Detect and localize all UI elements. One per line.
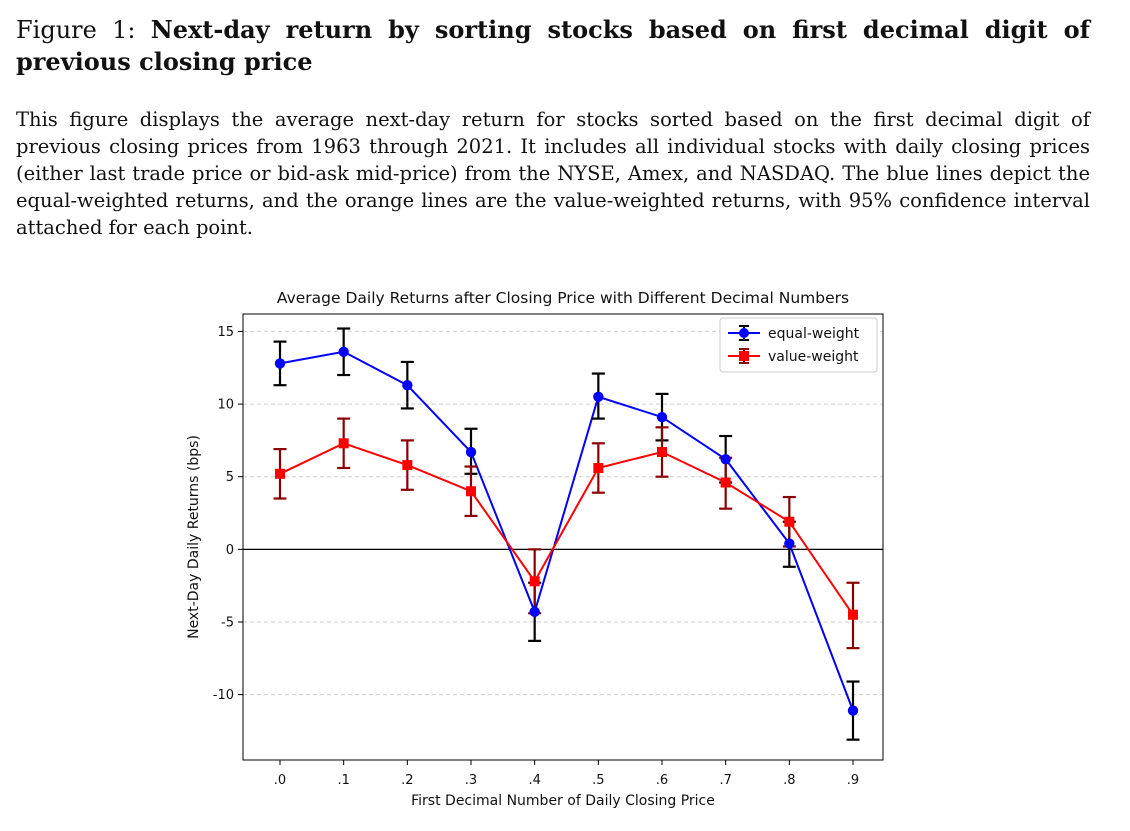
data-point-equal-weight [847, 705, 859, 716]
legend-label-value-weight: value-weight [768, 349, 859, 365]
x-tick-label: .7 [719, 773, 731, 788]
data-point-value-weight [275, 468, 285, 479]
x-axis-label: First Decimal Number of Daily Closing Pr… [411, 793, 715, 809]
data-point-value-weight [529, 576, 540, 587]
legend-marker-value-weight [739, 351, 749, 361]
legend-box [719, 317, 878, 373]
data-point-value-weight [338, 438, 349, 449]
x-tick-label: .3 [465, 773, 477, 788]
figure-title: Figure 1: Next-day return by sorting sto… [16, 14, 1090, 78]
data-point-value-weight [466, 486, 476, 497]
chart-title: Average Daily Returns after Closing Pric… [277, 289, 849, 307]
data-point-equal-weight [402, 379, 413, 391]
data-point-equal-weight [656, 411, 668, 423]
figure-title-text: Next-day return by sorting stocks based … [16, 15, 1090, 76]
legend-marker-equal-weight [739, 328, 749, 338]
y-tick-label: 5 [226, 470, 234, 485]
data-point-equal-weight [465, 446, 477, 458]
y-tick-label: 0 [226, 543, 234, 558]
series-line-equal-weight [279, 350, 854, 711]
data-point-equal-weight [784, 538, 795, 549]
x-tick-label: .6 [656, 773, 668, 788]
y-tick-label: -5 [221, 615, 234, 630]
plot-frame [242, 313, 884, 761]
figure-description: This figure displays the average next-da… [16, 108, 1090, 239]
data-point-equal-weight [274, 358, 286, 369]
y-tick-label: 15 [217, 325, 234, 340]
series-line-value-weight [279, 442, 854, 616]
data-point-value-weight [720, 477, 731, 488]
data-point-value-weight [593, 462, 604, 473]
data-point-equal-weight [529, 606, 540, 618]
y-tick-label: 10 [217, 398, 234, 413]
x-tick-label: .4 [528, 773, 540, 788]
data-point-equal-weight [338, 346, 349, 357]
x-tick-label: .0 [274, 773, 286, 788]
x-tick-label: .5 [592, 773, 604, 788]
x-tick-label: .2 [401, 773, 413, 788]
x-tick-label: .1 [337, 773, 349, 788]
figure-caption: Figure 1: Next-day return by sorting sto… [16, 14, 1090, 241]
x-tick-label: .9 [847, 773, 859, 788]
figure-label: Figure 1: [16, 16, 136, 44]
data-point-equal-weight [593, 391, 604, 403]
x-tick-label: .8 [783, 773, 795, 788]
data-point-equal-weight [720, 454, 731, 465]
legend-label-equal-weight: equal-weight [768, 326, 860, 342]
data-point-value-weight [784, 516, 795, 527]
y-tick-label: -10 [213, 688, 234, 703]
data-point-value-weight [402, 460, 413, 471]
data-point-value-weight [657, 447, 667, 458]
data-point-value-weight [848, 609, 858, 620]
y-axis-label: Next-Day Daily Returns (bps) [186, 435, 202, 639]
